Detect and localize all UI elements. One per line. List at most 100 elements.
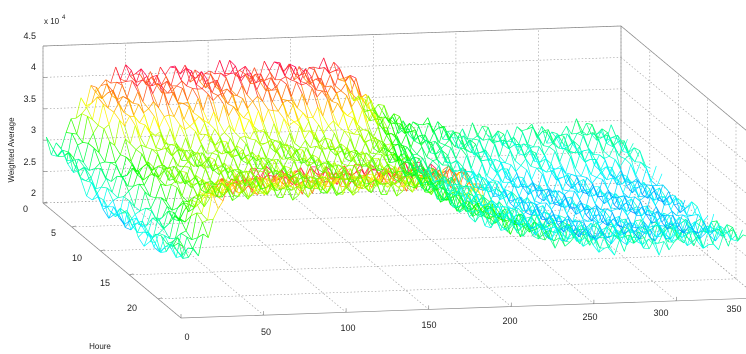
- mesh-segment: [360, 142, 366, 155]
- y-tick-mark: [129, 273, 134, 276]
- mesh-segment: [528, 148, 535, 162]
- mesh-segment: [260, 187, 267, 190]
- mesh-segment: [562, 174, 569, 190]
- mesh-segment: [325, 139, 332, 150]
- mesh-segment: [624, 158, 631, 165]
- mesh-segment: [158, 127, 166, 144]
- mesh-segment: [281, 102, 289, 118]
- mesh-segment: [361, 186, 368, 190]
- mesh-segment: [166, 184, 172, 202]
- mesh-segment: [161, 197, 168, 207]
- mesh-segment: [119, 119, 125, 127]
- mesh-segment: [583, 220, 590, 237]
- mesh-segment: [83, 162, 90, 171]
- mesh-segment: [176, 250, 183, 257]
- mesh-segment: [552, 143, 560, 149]
- mesh-segment: [420, 170, 427, 185]
- mesh-segment: [166, 201, 173, 211]
- mesh-segment: [139, 183, 146, 193]
- mesh-segment: [256, 146, 262, 161]
- mesh-segment: [439, 169, 445, 184]
- mesh-segment: [72, 144, 78, 161]
- mesh-segment: [685, 204, 692, 209]
- mesh-segment: [384, 169, 390, 172]
- mesh-segment: [467, 193, 473, 196]
- mesh-segment: [156, 75, 163, 93]
- mesh-segment: [132, 91, 139, 104]
- mesh-segment: [133, 171, 139, 187]
- mesh-segment: [311, 87, 318, 98]
- mesh-segment: [405, 131, 412, 148]
- mesh-segment: [296, 81, 302, 86]
- mesh-segment: [211, 152, 218, 156]
- mesh-segment: [448, 165, 454, 181]
- mesh-segment: [473, 152, 480, 156]
- mesh-segment: [460, 185, 467, 196]
- mesh-segment: [430, 145, 437, 155]
- mesh-segment: [217, 95, 224, 105]
- mesh-segment: [156, 150, 163, 166]
- mesh-segment: [464, 202, 471, 207]
- mesh-segment: [224, 132, 231, 139]
- mesh-segment: [106, 178, 113, 193]
- mesh-segment: [502, 206, 508, 208]
- mesh-segment: [155, 147, 162, 150]
- mesh-segment: [228, 157, 234, 173]
- mesh-segment: [385, 143, 392, 146]
- grid-line: [620, 119, 746, 225]
- mesh-segment: [185, 137, 192, 157]
- mesh-segment: [647, 184, 653, 186]
- mesh-segment: [163, 91, 170, 116]
- mesh-segment: [244, 130, 251, 140]
- mesh-segment: [484, 225, 492, 229]
- mesh-segment: [259, 129, 265, 132]
- mesh-segment: [332, 177, 339, 186]
- mesh-segment: [591, 214, 598, 222]
- mesh-segment: [649, 236, 656, 242]
- mesh-segment: [357, 131, 365, 143]
- mesh-segment: [386, 135, 393, 145]
- mesh-segment: [160, 81, 168, 86]
- mesh-segment: [138, 231, 144, 238]
- mesh-segment: [721, 232, 728, 237]
- mesh-segment: [218, 179, 225, 184]
- mesh-segment: [635, 219, 642, 222]
- mesh-segment: [643, 247, 650, 250]
- mesh-segment: [222, 93, 229, 116]
- mesh-segment: [214, 128, 220, 138]
- mesh-segment: [69, 152, 76, 161]
- mesh-segment: [635, 174, 642, 186]
- mesh-segment: [392, 144, 399, 148]
- mesh-segment: [352, 156, 360, 174]
- mesh-segment: [622, 216, 629, 228]
- mesh-segment: [152, 165, 159, 171]
- mesh-segment: [708, 229, 715, 232]
- mesh-segment: [510, 222, 517, 232]
- mesh-segment: [288, 175, 295, 179]
- mesh-segment: [304, 176, 311, 180]
- mesh-segment: [86, 182, 92, 197]
- mesh-segment: [633, 232, 640, 240]
- mesh-segment: [566, 182, 573, 189]
- mesh-segment: [130, 222, 137, 231]
- mesh-segment: [509, 215, 516, 221]
- mesh-segment: [601, 171, 608, 190]
- mesh-segment: [355, 78, 362, 98]
- mesh-segment: [534, 156, 542, 170]
- mesh-segment: [559, 194, 565, 206]
- mesh-segment: [301, 93, 309, 118]
- mesh-segment: [677, 227, 684, 234]
- mesh-segment: [284, 75, 291, 81]
- mesh-segment: [542, 205, 549, 225]
- mesh-segment: [246, 170, 253, 183]
- mesh-segment: [82, 116, 88, 143]
- mesh-segment: [626, 208, 633, 216]
- mesh-segment: [678, 216, 686, 221]
- mesh-segment: [179, 170, 186, 185]
- mesh-segment: [318, 124, 324, 134]
- mesh-segment: [187, 196, 194, 203]
- mesh-segment: [178, 209, 185, 222]
- mesh-segment: [478, 208, 485, 215]
- mesh-segment: [538, 146, 545, 156]
- mesh-segment: [137, 231, 144, 233]
